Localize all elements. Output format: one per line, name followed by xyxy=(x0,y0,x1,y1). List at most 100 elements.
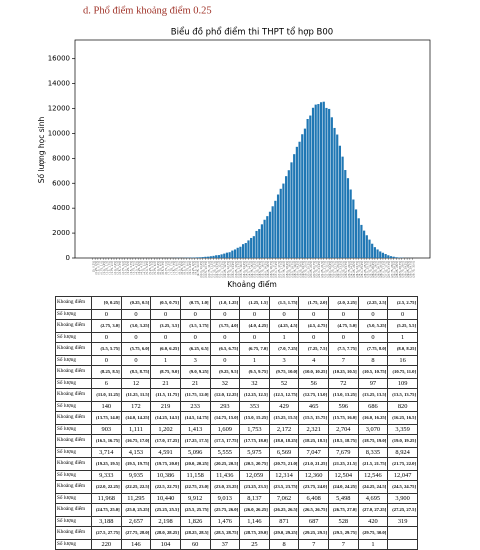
y-tick-label: 10000 xyxy=(48,129,70,137)
range-cell: (18.0, 18.25] xyxy=(269,435,299,448)
range-cell: (20.75, 21.0] xyxy=(269,458,299,471)
bar xyxy=(229,252,231,258)
bar xyxy=(360,225,362,258)
range-cell: (17.25, 17.5] xyxy=(180,435,210,448)
bar xyxy=(277,195,279,258)
range-cell: (25.5, 25.75] xyxy=(180,504,210,517)
bar xyxy=(374,247,376,258)
count-cell: 4,153 xyxy=(121,448,151,458)
bar xyxy=(239,247,241,258)
range-cell: (20.25, 20.5] xyxy=(210,458,240,471)
bar xyxy=(387,255,389,258)
bar xyxy=(376,249,378,258)
count-cell: 3,070 xyxy=(358,425,388,435)
count-cell: 3,900 xyxy=(388,494,418,504)
count-cell: 528 xyxy=(329,517,359,527)
count-cell: 420 xyxy=(358,517,388,527)
count-cell: 32 xyxy=(240,379,270,389)
y-tick-label: 2000 xyxy=(52,229,70,237)
count-cell: 109 xyxy=(388,379,418,389)
range-cell: (22.25, 22.5] xyxy=(121,481,151,494)
count-cell: 2,198 xyxy=(151,517,181,527)
count-cell: 6,569 xyxy=(269,448,299,458)
bar xyxy=(344,170,346,258)
bar xyxy=(234,249,236,258)
bar xyxy=(333,128,335,258)
range-cell: (27.25, 27.5] xyxy=(388,504,418,517)
row-label: Khoảng điểm xyxy=(56,458,92,471)
range-cell: (0.25, 0.5] xyxy=(121,297,151,310)
count-cell: 4,695 xyxy=(358,494,388,504)
range-row: Khoảng điểm(16.5, 16.75](16.75, 17.0](17… xyxy=(56,435,418,448)
range-cell: (17.75, 18.0] xyxy=(240,435,270,448)
bar xyxy=(298,142,300,258)
count-cell: 5,555 xyxy=(210,448,240,458)
row-label: Số lượng xyxy=(56,402,92,412)
count-cell: 0 xyxy=(121,356,151,366)
range-cell: (26.5, 26.75] xyxy=(299,504,329,517)
bar xyxy=(395,257,397,258)
range-cell: (13.5, 13.75] xyxy=(388,389,418,402)
range-cell: (9.0, 9.25] xyxy=(180,366,210,379)
range-row: Khoảng điểm(11.0, 11.25](11.25, 11.5](11… xyxy=(56,389,418,402)
bar xyxy=(339,146,341,258)
count-cell: 0 xyxy=(358,310,388,320)
bar xyxy=(242,244,244,258)
range-cell: (14.0, 14.25] xyxy=(121,412,151,425)
count-cell: 25 xyxy=(240,540,270,550)
bar xyxy=(317,104,319,258)
count-cell: 1,826 xyxy=(180,517,210,527)
range-cell: (28.75, 29.0] xyxy=(240,527,270,540)
bar xyxy=(331,117,333,258)
count-cell: 0 xyxy=(92,356,122,366)
bar xyxy=(204,257,206,258)
range-cell: (25.25, 25.5] xyxy=(151,504,181,517)
bar xyxy=(323,102,325,258)
count-cell: 0 xyxy=(299,310,329,320)
range-row: Khoảng điểm(22.0, 22.25](22.25, 22.5](22… xyxy=(56,481,418,494)
range-cell: (7.25, 7.5] xyxy=(299,343,329,356)
bar xyxy=(342,157,344,258)
bar xyxy=(223,254,225,258)
row-label: Khoảng điểm xyxy=(56,320,92,333)
bar xyxy=(296,147,298,258)
row-label: Khoảng điểm xyxy=(56,389,92,402)
range-cell: (10.5, 10.75] xyxy=(358,366,388,379)
count-cell: 3,188 xyxy=(92,517,122,527)
count-cell: 293 xyxy=(210,402,240,412)
count-cell: 871 xyxy=(269,517,299,527)
bar xyxy=(274,201,276,258)
count-cell: 16 xyxy=(388,356,418,366)
count-cell: 8 xyxy=(269,540,299,550)
row-label: Khoảng điểm xyxy=(56,504,92,517)
bar xyxy=(269,212,271,258)
count-cell: 1,476 xyxy=(210,517,240,527)
range-cell: (18.5, 18.75] xyxy=(329,435,359,448)
range-row: Khoảng điểm(8.25, 8.5](8.5, 8.75](8.75, … xyxy=(56,366,418,379)
range-cell: (15.0, 15.25] xyxy=(240,412,270,425)
row-label: Khoảng điểm xyxy=(56,527,92,540)
count-cell: 12,314 xyxy=(269,471,299,481)
count-cell: 10,440 xyxy=(151,494,181,504)
count-cell: 97 xyxy=(358,379,388,389)
count-cell: 465 xyxy=(299,402,329,412)
range-cell: (22.75, 23.0] xyxy=(180,481,210,494)
y-tick-label: 8000 xyxy=(52,154,70,162)
empty-cell xyxy=(388,540,418,550)
x-axis-label: Khoảng điểm xyxy=(227,280,277,289)
bar xyxy=(350,190,352,258)
count-cell: 0 xyxy=(180,333,210,343)
range-row: Khoảng điểm[0, 0.25](0.25, 0.5](0.5, 0.7… xyxy=(56,297,418,310)
range-row: Khoảng điểm(24.75, 25.0](25.0, 25.25](25… xyxy=(56,504,418,517)
range-cell: (7.0, 7.25] xyxy=(269,343,299,356)
range-cell: (14.25, 14.5] xyxy=(151,412,181,425)
bar xyxy=(309,116,311,258)
count-cell: 820 xyxy=(388,402,418,412)
range-row: Khoảng điểm(2.75, 3.0](3.0, 3.25](3.25, … xyxy=(56,320,418,333)
count-cell: 219 xyxy=(151,402,181,412)
